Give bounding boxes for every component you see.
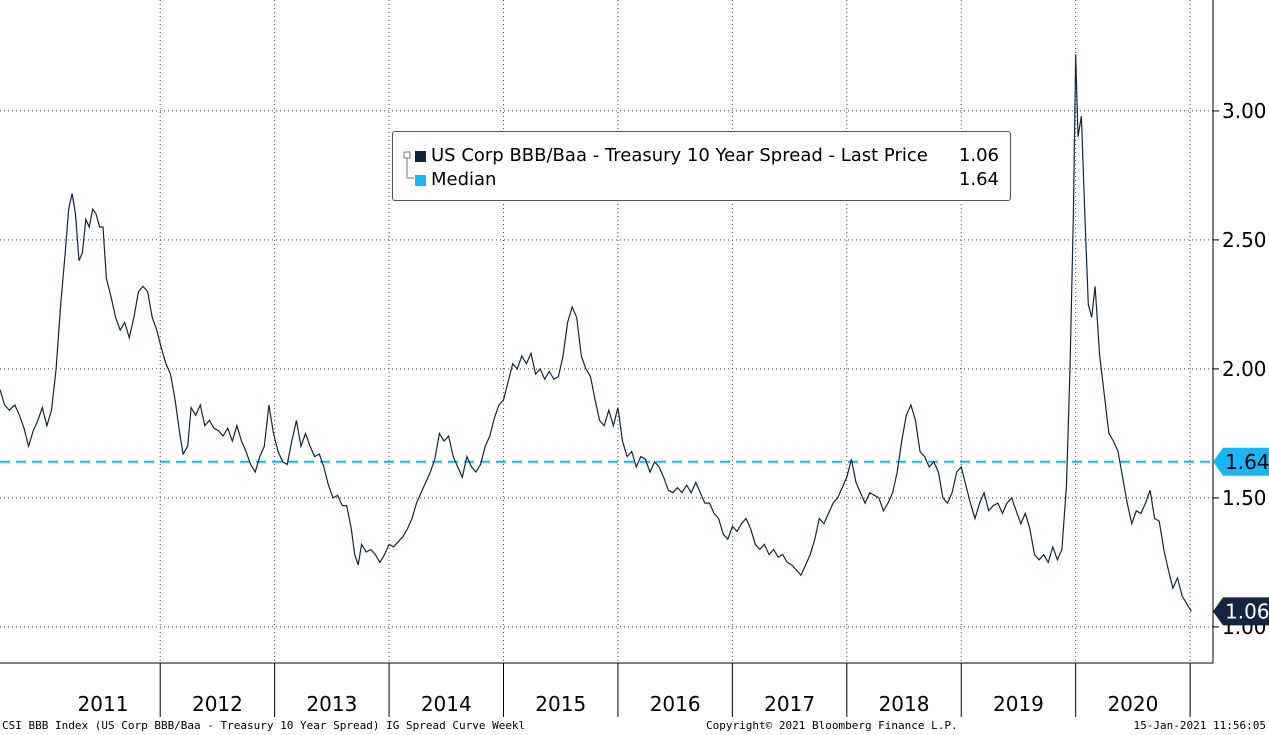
last-price-tag: 1.06	[1213, 597, 1269, 626]
x-tick-label: 2017	[764, 692, 815, 716]
footer-timestamp: 15-Jan-2021 11:56:05	[1133, 719, 1266, 732]
legend-label: Median	[431, 169, 497, 190]
x-tick-label: 2014	[421, 692, 472, 716]
x-tick-label: 2019	[993, 692, 1044, 716]
median-swatch	[415, 175, 426, 186]
svg-text:1.64: 1.64	[1225, 450, 1269, 474]
vertical-gridlines	[159, 0, 1191, 663]
x-tick-label: 2016	[650, 692, 701, 716]
legend-label: US Corp BBB/Baa - Treasury 10 Year Sprea…	[431, 145, 928, 166]
x-tick-label: 2018	[879, 692, 930, 716]
y-tick-label: 2.00	[1222, 357, 1267, 381]
y-tick-label: 3.00	[1222, 99, 1267, 123]
x-axis-ticks: 2011 2012 2013 2014 2015 2016 2017 2018 2019 2020	[78, 663, 1191, 717]
legend-entry-median: Median 1.64	[393, 168, 1010, 192]
chart-legend: US Corp BBB/Baa - Treasury 10 Year Sprea…	[392, 131, 1011, 201]
y-axis-ticks: 1.001.502.002.503.00	[1213, 99, 1267, 639]
footer-ticker: CSI BBB Index (US Corp BBB/Baa - Treasur…	[2, 719, 526, 732]
legend-entry-series: US Corp BBB/Baa - Treasury 10 Year Sprea…	[393, 144, 1010, 168]
x-tick-label: 2020	[1107, 692, 1158, 716]
spread-series-line	[0, 54, 1192, 612]
series-swatch	[415, 151, 426, 162]
x-tick-label: 2012	[192, 692, 243, 716]
y-tick-label: 1.50	[1222, 486, 1267, 510]
x-tick-label: 2011	[78, 692, 129, 716]
footer-copyright: Copyright© 2021 Bloomberg Finance L.P.	[706, 719, 958, 732]
legend-value: 1.06	[958, 145, 999, 166]
legend-tree-icon	[403, 151, 414, 179]
median-value-tag: 1.64	[1213, 447, 1269, 476]
legend-value: 1.64	[958, 169, 999, 190]
x-tick-label: 2013	[306, 692, 357, 716]
x-tick-label: 2015	[535, 692, 586, 716]
y-tick-label: 2.50	[1222, 228, 1267, 252]
svg-text:1.06: 1.06	[1225, 599, 1269, 623]
